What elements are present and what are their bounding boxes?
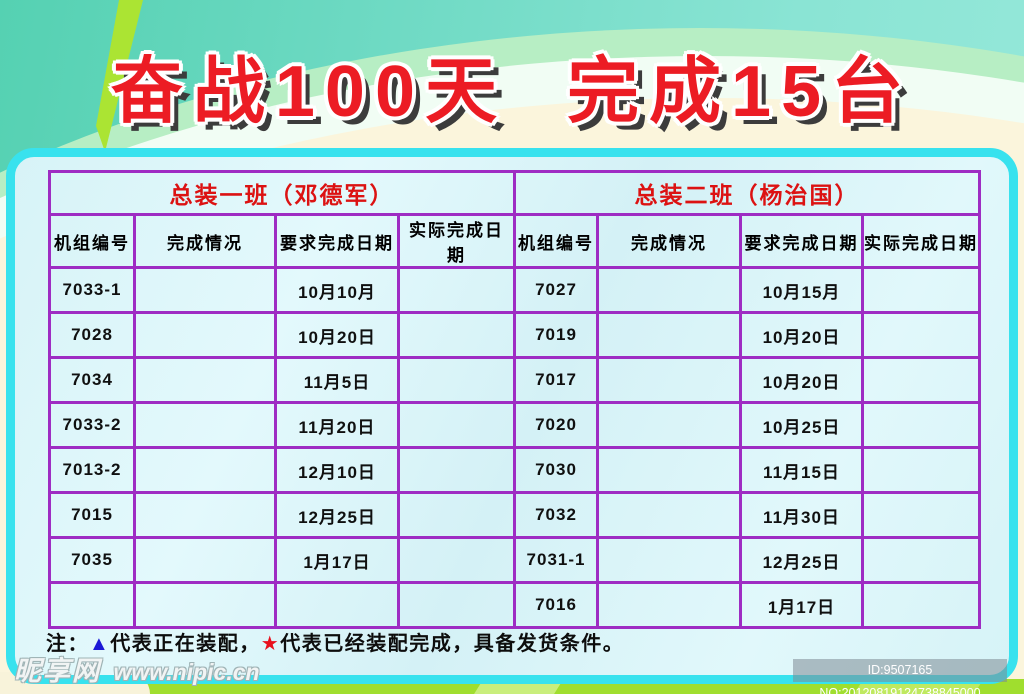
table-cell — [596, 356, 742, 404]
table-row: 7016 1月17日 — [48, 581, 981, 629]
table-cell — [397, 446, 516, 494]
table-cell — [133, 311, 277, 359]
table-cell — [861, 446, 981, 494]
table-cell: 7033-2 — [48, 401, 136, 449]
table-body: 7033-1 10月10月 7027 10月15月 7028 10月20日 7019 10月2… — [48, 266, 981, 629]
table-cell — [861, 536, 981, 584]
table-cell: 12月25日 — [274, 491, 400, 539]
table-cell — [397, 491, 516, 539]
col-actual-date-2: 实际完成日期 — [861, 213, 981, 269]
table-cell: 7030 — [513, 446, 599, 494]
table-cell: 7031-1 — [513, 536, 599, 584]
table-cell — [861, 311, 981, 359]
table-cell: 7013-2 — [48, 446, 136, 494]
table-cell — [397, 536, 516, 584]
col-completion-1: 完成情况 — [133, 213, 277, 269]
table-row: 7034 11月5日 7017 10月20日 — [48, 356, 981, 404]
table-cell — [48, 581, 136, 629]
table-cell — [133, 266, 277, 314]
table-cell: 7016 — [513, 581, 599, 629]
watermark-site-url: www.nipic.cn — [113, 659, 260, 685]
table-cell: 1月17日 — [274, 536, 400, 584]
group-header-team2: 总装二班（杨治国） — [513, 170, 981, 216]
table-cell: 7027 — [513, 266, 599, 314]
table-cell — [861, 581, 981, 629]
table-cell: 11月5日 — [274, 356, 400, 404]
table-cell — [596, 446, 742, 494]
col-actual-date-1: 实际完成日期 — [397, 213, 516, 269]
col-required-date-2: 要求完成日期 — [739, 213, 864, 269]
table-cell — [274, 581, 400, 629]
table-cell — [397, 356, 516, 404]
table-cell — [596, 536, 742, 584]
table-cell: 7035 — [48, 536, 136, 584]
table-cell: 11月20日 — [274, 401, 400, 449]
group-header-team1: 总装一班（邓德军） — [48, 170, 516, 216]
image-id-badge: ID:9507165 NO:20120819124738845000 — [793, 659, 1007, 694]
table-row: 7033-2 11月20日 7020 10月25日 — [48, 401, 981, 449]
table-cell: 10月25日 — [739, 401, 864, 449]
group-header-row: 总装一班（邓德军） 总装二班（杨治国） — [48, 170, 981, 216]
table-cell — [397, 266, 516, 314]
note-prefix: 注： — [46, 633, 89, 655]
table-cell — [596, 491, 742, 539]
table-row: 7015 12月25日 7032 11月30日 — [48, 491, 981, 539]
column-header-row: 机组编号 完成情况 要求完成日期 实际完成日期 机组编号 完成情况 要求完成日期… — [48, 213, 981, 269]
table-cell: 12月25日 — [739, 536, 864, 584]
triangle-icon: ▲ — [89, 633, 111, 655]
table-cell — [596, 311, 742, 359]
table-cell: 10月15月 — [739, 266, 864, 314]
note-triangle-text: 代表正在装配， — [110, 633, 261, 655]
table-cell: 10月10月 — [274, 266, 400, 314]
col-unit-number-2: 机组编号 — [513, 213, 599, 269]
table-cell: 11月15日 — [739, 446, 864, 494]
watermark-site-name: 昵享网 — [14, 656, 101, 686]
table-cell: 12月10日 — [274, 446, 400, 494]
table-cell — [397, 311, 516, 359]
table-row: 7013-2 12月10日 7030 11月15日 — [48, 446, 981, 494]
table-cell: 11月30日 — [739, 491, 864, 539]
table-cell: 1月17日 — [739, 581, 864, 629]
assembly-schedule-table: 总装一班（邓德军） 总装二班（杨治国） 机组编号 完成情况 要求完成日期 实际完… — [48, 170, 981, 629]
content-panel: 总装一班（邓德军） 总装二班（杨治国） 机组编号 完成情况 要求完成日期 实际完… — [6, 148, 1018, 684]
table-cell: 7017 — [513, 356, 599, 404]
col-completion-2: 完成情况 — [596, 213, 742, 269]
table-cell: 7034 — [48, 356, 136, 404]
table-cell — [861, 491, 981, 539]
table-cell: 7019 — [513, 311, 599, 359]
table-cell: 7015 — [48, 491, 136, 539]
table-cell: 10月20日 — [274, 311, 400, 359]
table-cell — [861, 356, 981, 404]
table-cell — [133, 491, 277, 539]
star-icon: ★ — [260, 633, 281, 655]
col-unit-number-1: 机组编号 — [48, 213, 136, 269]
legend-note: 注：▲代表正在装配，★代表已经装配完成，具备发货条件。 — [46, 627, 624, 656]
table-cell — [133, 446, 277, 494]
table-cell — [133, 356, 277, 404]
site-watermark: 昵享网 www.nipic.cn — [14, 649, 260, 688]
table-cell: 10月20日 — [739, 311, 864, 359]
table-cell — [133, 401, 277, 449]
table-cell — [133, 536, 277, 584]
table-cell — [596, 581, 742, 629]
table-cell — [596, 401, 742, 449]
table-cell — [397, 581, 516, 629]
table-cell — [596, 266, 742, 314]
table-cell — [133, 581, 277, 629]
table-cell: 7032 — [513, 491, 599, 539]
table-cell: 10月20日 — [739, 356, 864, 404]
table-cell: 7020 — [513, 401, 599, 449]
table-row: 7035 1月17日 7031-1 12月25日 — [48, 536, 981, 584]
page-title: 奋战100天 完成15台 — [110, 52, 914, 132]
table-cell — [861, 401, 981, 449]
table-cell — [397, 401, 516, 449]
table-row: 7033-1 10月10月 7027 10月15月 — [48, 266, 981, 314]
note-star-text: 代表已经装配完成，具备发货条件。 — [280, 633, 625, 655]
table-cell — [861, 266, 981, 314]
table-cell: 7033-1 — [48, 266, 136, 314]
col-required-date-1: 要求完成日期 — [274, 213, 400, 269]
table-cell: 7028 — [48, 311, 136, 359]
table-row: 7028 10月20日 7019 10月20日 — [48, 311, 981, 359]
